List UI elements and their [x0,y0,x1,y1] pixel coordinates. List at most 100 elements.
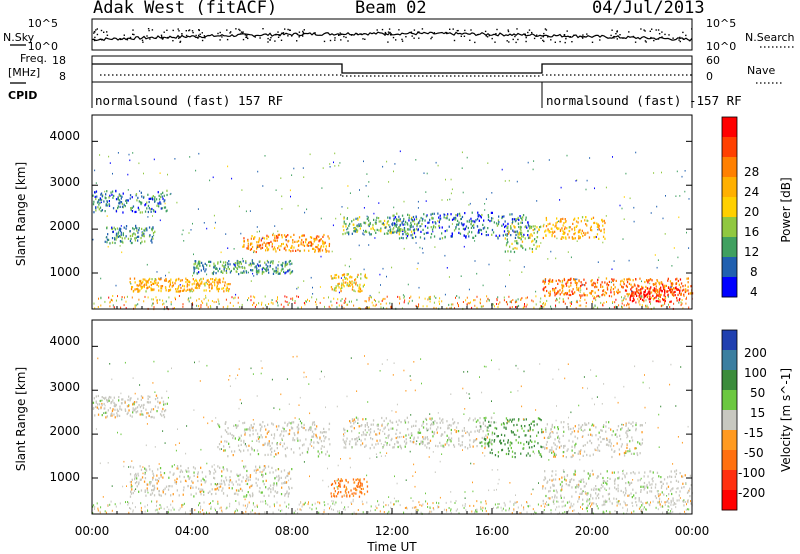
heatmap-cell [461,215,464,219]
station-title: Adak West (fitACF) [93,0,278,18]
heatmap-cell [410,234,412,237]
heatmap-cell [540,453,542,456]
heatmap-cell [543,282,546,285]
heatmap-cell [551,448,553,452]
heatmap-cell [232,304,234,307]
heatmap-cell [658,292,660,295]
heatmap-cell [161,207,163,210]
heatmap-cell [615,306,617,309]
heatmap-cell [264,267,266,270]
heatmap-cell [328,428,330,431]
heatmap-cell [213,472,215,475]
heatmap-cell [323,430,326,434]
heatmap-cell [525,434,527,437]
heatmap-cell [328,305,330,308]
heatmap-cell [376,228,378,231]
heatmap-cell [241,189,243,191]
heatmap-cell [611,471,613,474]
heatmap-cell [628,277,630,280]
heatmap-cell [249,248,252,251]
heatmap-cell [516,429,519,432]
heatmap-cell [569,305,571,307]
nsearch-label: N.Search [745,31,795,44]
heatmap-cell [297,439,299,442]
heatmap-cell [218,424,220,427]
heatmap-cell [482,223,484,226]
nsearch-dot [433,32,436,34]
heatmap-cell [516,230,518,233]
heatmap-cell [596,285,598,289]
heatmap-cell [462,191,464,194]
heatmap-cell [446,434,448,437]
heatmap-cell [439,218,441,221]
heatmap-cell [648,288,650,291]
heatmap-cell [372,419,375,422]
heatmap-cell [420,216,422,220]
heatmap-cell [470,223,472,226]
heatmap-cell [345,222,347,226]
heatmap-cell [480,427,482,430]
heatmap-cell [322,241,325,244]
heatmap-cell [317,244,319,247]
heatmap-cell [439,426,442,430]
heatmap-cell [571,237,574,240]
heatmap-cell [276,236,278,239]
heatmap-cell [170,192,172,195]
heatmap-cell [130,486,132,489]
heatmap-cell [598,226,600,229]
heatmap-cell [482,305,484,308]
heatmap-cell [623,494,626,497]
heatmap-cell [479,417,481,420]
heatmap-cell [431,228,434,231]
heatmap-cell [163,302,165,305]
heatmap-cell [175,279,177,282]
cpid-label: CPID [8,89,37,102]
heatmap-cell [506,234,508,237]
heatmap-cell [504,237,506,240]
heatmap-cell [249,262,251,265]
heatmap-cell [222,306,224,309]
heatmap-cell [96,406,98,409]
heatmap-cell [683,500,685,503]
heatmap-cell [682,285,684,288]
heatmap-cell [204,262,206,265]
heatmap-cell [604,291,606,294]
power-cbar-8: 8 [750,265,758,279]
heatmap-cell [122,206,124,209]
heatmap-cell [662,304,664,307]
heatmap-cell [152,232,155,235]
heatmap-cell [660,480,663,483]
heatmap-cell [659,294,661,297]
nsearch-dot [401,40,404,42]
heatmap-cell [674,287,676,290]
freq-label: Freq. [20,52,47,65]
heatmap-cell [176,477,178,480]
heatmap-cell [175,290,177,293]
nsearch-dot [219,31,221,34]
heatmap-cell [586,179,588,182]
heatmap-cell [511,242,513,245]
heatmap-cell [293,439,296,442]
heatmap-cell [117,207,119,210]
heatmap-cell [541,431,543,434]
heatmap-cell [235,489,238,492]
heatmap-cell [323,435,325,438]
heatmap-cell [591,469,594,472]
heatmap-cell [267,268,269,271]
heatmap-cell [561,291,563,294]
heatmap-cell [666,482,668,485]
heatmap-cell [134,478,136,481]
heatmap-cell [555,257,557,260]
heatmap-cell [320,217,322,220]
heatmap-cell [152,198,154,201]
heatmap-cell [135,304,137,307]
heatmap-cell [627,427,629,430]
heatmap-cell [281,208,283,210]
nsearch-dot [242,31,244,33]
heatmap-cell [378,300,380,303]
heatmap-cell [653,287,655,290]
heatmap-cell [325,250,327,253]
heatmap-cell [345,301,346,304]
heatmap-cell [419,246,421,249]
heatmap-cell [243,467,245,470]
